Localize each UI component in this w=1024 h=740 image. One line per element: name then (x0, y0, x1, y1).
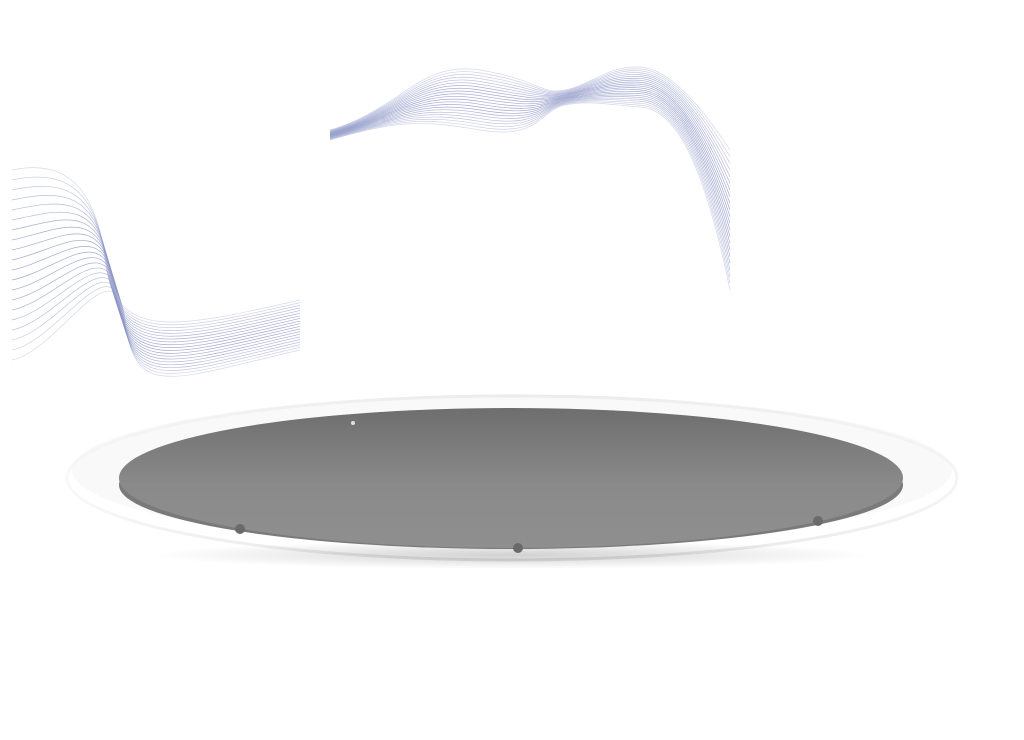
wave-line (11, 267, 301, 363)
wave-line (329, 92, 731, 244)
wave-line (329, 97, 731, 264)
stage-platform (65, 394, 959, 569)
wave-line (329, 83, 731, 211)
wave-line (11, 262, 301, 360)
wave-line (329, 85, 731, 217)
wave-line (11, 167, 301, 323)
wave-line (329, 101, 731, 284)
wave-line (11, 281, 301, 371)
platform-shadow (152, 541, 872, 569)
wave-line (329, 100, 731, 277)
wave-line (329, 99, 731, 271)
wave-line (329, 102, 731, 291)
wave-line (329, 70, 731, 164)
wave-line (329, 96, 731, 257)
wave-lines-left (11, 167, 301, 377)
wave-line (329, 90, 731, 237)
wave-line (329, 81, 731, 204)
wave-line (329, 77, 731, 191)
platform-top (119, 408, 903, 548)
wave-line (329, 79, 731, 197)
wave-line (329, 74, 731, 177)
platform-sparkle (351, 421, 355, 425)
platform-dot (513, 543, 523, 553)
wave-line (329, 72, 731, 171)
wave-line (11, 195, 301, 331)
platform-dot (235, 524, 245, 534)
wave-line (11, 176, 301, 326)
wave-line (11, 219, 301, 340)
wave-line (329, 66, 731, 151)
wave-line (329, 68, 731, 157)
wave-line (11, 186, 301, 329)
wave-line (11, 240, 301, 348)
wave-lines-right (329, 66, 731, 291)
wave-line (11, 226, 301, 343)
wave-line (11, 290, 301, 377)
wave-line (329, 76, 731, 184)
wave-line (11, 203, 301, 334)
wave-line (329, 87, 731, 224)
wave-line (11, 286, 301, 374)
wave-line (11, 277, 301, 369)
wave-line (329, 94, 731, 251)
wave-line (11, 257, 301, 357)
wave-line (11, 251, 301, 354)
platform-dot (813, 516, 823, 526)
wave-line (11, 246, 301, 351)
wave-line (11, 211, 301, 337)
wave-line (11, 272, 301, 366)
wave-line (329, 89, 731, 231)
wave-line (11, 233, 301, 346)
